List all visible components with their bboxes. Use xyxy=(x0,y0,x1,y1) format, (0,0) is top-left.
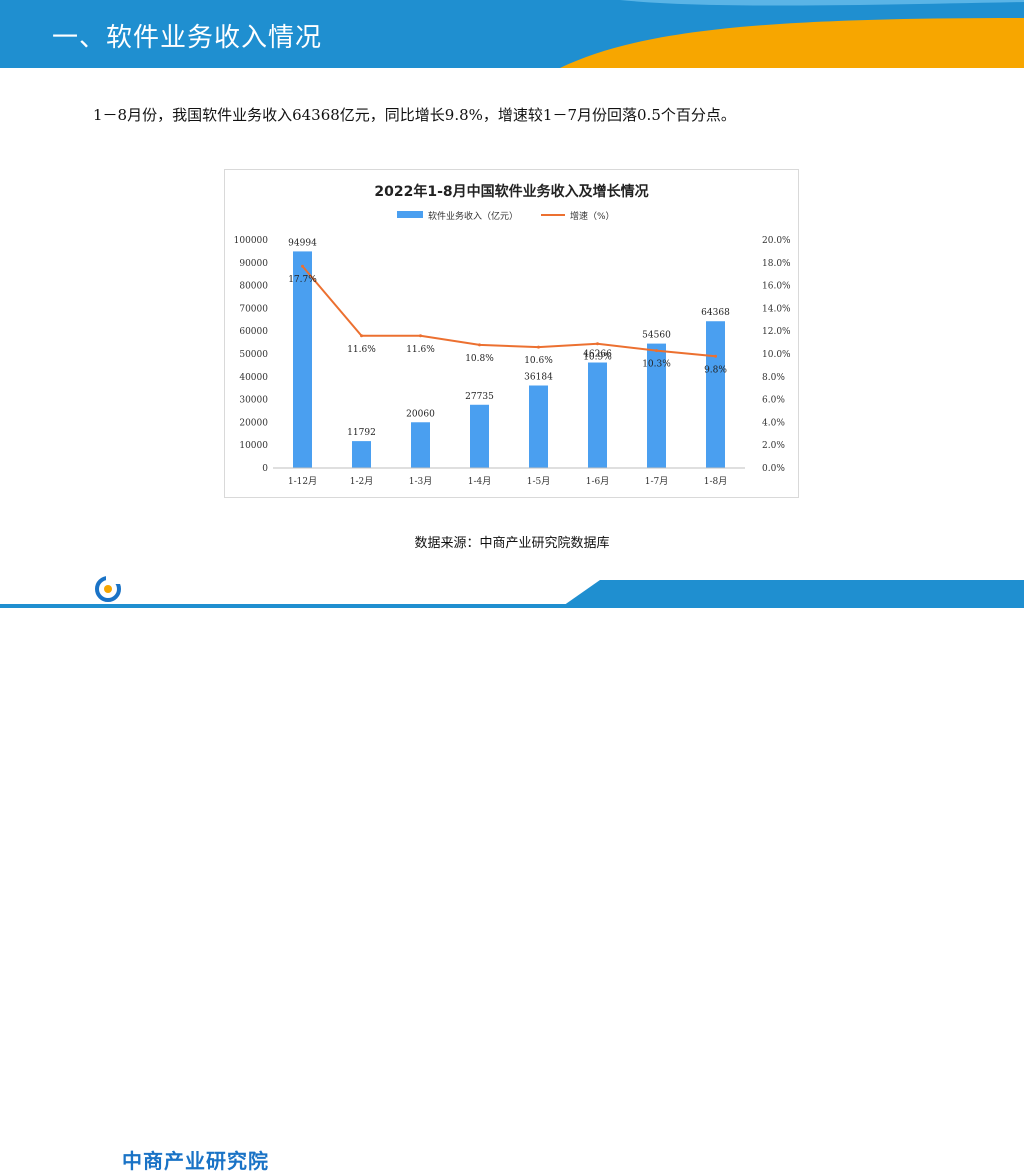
page-title: 一、软件业务收入情况 xyxy=(52,23,323,53)
growth-value-label: 11.6% xyxy=(347,345,376,355)
growth-value-label: 10.6% xyxy=(524,356,553,366)
growth-point xyxy=(419,334,422,338)
chart-bar xyxy=(352,441,371,468)
growth-value-label: 9.8% xyxy=(704,365,727,375)
x-tick-label: 1-8月 xyxy=(704,476,728,487)
chart-bar xyxy=(529,385,548,468)
y-left-tick-label: 10000 xyxy=(239,441,268,451)
chart-bar xyxy=(706,321,725,468)
x-tick-label: 1-3月 xyxy=(409,476,433,487)
growth-point xyxy=(596,342,599,346)
y-right-tick-label: 10.0% xyxy=(762,350,791,360)
footer-logo-text: 中商产业研究院 xyxy=(122,1149,269,1173)
bar-value-label: 46266 xyxy=(583,350,612,360)
y-right-tick-label: 8.0% xyxy=(762,373,785,383)
x-tick-label: 1-2月 xyxy=(350,476,374,487)
growth-point xyxy=(714,354,717,358)
growth-value-label: 11.6% xyxy=(406,345,435,355)
growth-value-label: 10.8% xyxy=(465,354,494,364)
footer-phone: 400-666-1917 xyxy=(838,1146,938,1162)
y-left-tick-label: 0 xyxy=(262,464,268,474)
y-right-tick-label: 6.0% xyxy=(762,396,785,406)
page-header: 一、软件业务收入情况 xyxy=(0,0,1024,68)
x-tick-label: 1-5月 xyxy=(527,476,551,487)
y-left-tick-label: 80000 xyxy=(239,282,268,292)
y-right-tick-label: 14.0% xyxy=(762,304,791,314)
y-right-tick-label: 2.0% xyxy=(762,441,785,451)
y-right-tick-label: 18.0% xyxy=(762,259,791,269)
y-left-tick-label: 100000 xyxy=(234,236,269,246)
growth-point xyxy=(360,334,363,338)
growth-value-label: 10.3% xyxy=(642,360,671,370)
chart-bar xyxy=(470,404,489,468)
x-tick-label: 1-12月 xyxy=(288,476,317,487)
footer-banner xyxy=(0,574,1024,608)
x-tick-label: 1-6月 xyxy=(586,476,610,487)
bar-value-label: 11792 xyxy=(347,428,376,438)
chart-bar xyxy=(293,251,312,468)
legend-bar-label: 软件业务收入（亿元） xyxy=(428,210,518,222)
x-tick-label: 1-4月 xyxy=(468,476,492,487)
legend-bar-swatch xyxy=(397,211,423,218)
bar-value-label: 27735 xyxy=(465,392,494,402)
bar-value-label: 36184 xyxy=(524,373,553,383)
legend-line-label: 增速（%） xyxy=(570,210,615,222)
y-right-tick-label: 20.0% xyxy=(762,236,791,246)
bar-value-label: 64368 xyxy=(701,308,730,318)
x-tick-label: 1-7月 xyxy=(645,476,669,487)
header-banner xyxy=(0,0,1024,68)
y-left-tick-label: 90000 xyxy=(239,259,268,269)
y-right-tick-label: 4.0% xyxy=(762,418,785,428)
y-left-tick-label: 60000 xyxy=(239,327,268,337)
chart-bar xyxy=(588,362,607,468)
logo-icon xyxy=(95,574,121,602)
growth-line xyxy=(301,265,716,358)
y-right-tick-label: 0.0% xyxy=(762,464,785,474)
chart-bar xyxy=(647,343,666,468)
y-left-tick-label: 70000 xyxy=(239,304,268,314)
source-note: 数据来源：中商产业研究院数据库 xyxy=(414,536,610,551)
growth-value-label: 10.9% xyxy=(583,353,612,363)
growth-point xyxy=(537,345,540,349)
y-left-tick-label: 40000 xyxy=(239,373,268,383)
growth-point xyxy=(478,343,481,347)
chart-title: 2022年1-8月中国软件业务收入及增长情况 xyxy=(374,183,648,200)
bar-value-label: 94994 xyxy=(288,238,317,248)
chart-container: 2022年1-8月中国软件业务收入及增长情况软件业务收入（亿元） 增速（%） 0 10… xyxy=(224,169,799,498)
bar-value-label: 54560 xyxy=(642,331,671,341)
growth-point xyxy=(301,264,304,268)
bar-value-label: 20060 xyxy=(406,409,435,419)
chart-bar xyxy=(411,422,430,468)
y-left-tick-label: 30000 xyxy=(239,396,268,406)
y-left-tick-label: 20000 xyxy=(239,418,268,428)
growth-point xyxy=(655,349,658,353)
footer-slogan: 为全球商业领袖提供决策咨询 xyxy=(632,1151,802,1166)
y-left-tick-label: 50000 xyxy=(239,350,268,360)
y-right-tick-label: 16.0% xyxy=(762,282,791,292)
growth-value-label: 17.7% xyxy=(288,275,317,285)
y-right-tick-label: 12.0% xyxy=(762,327,791,337)
page-footer: 中商产业研究院 为全球商业领袖提供决策咨询 400-666-1917 xyxy=(0,568,1024,1173)
summary-text: 1－8月份，我国软件业务收入64368亿元，同比增长9.8%，增速较1－7月份回… xyxy=(93,106,736,124)
